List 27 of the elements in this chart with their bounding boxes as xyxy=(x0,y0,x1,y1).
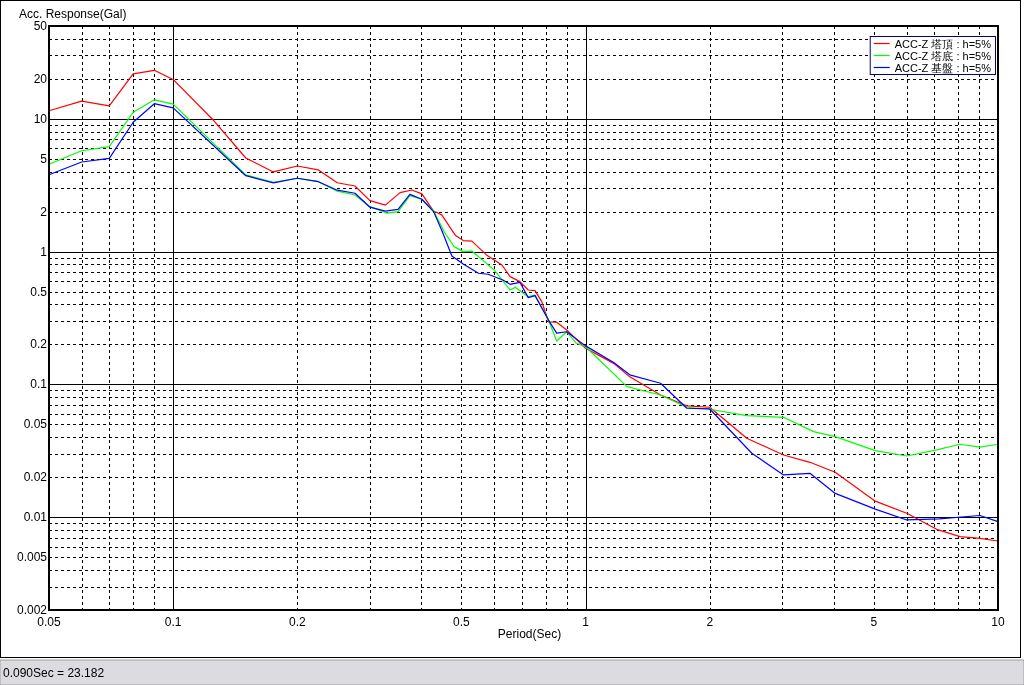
y-tick-label: 20 xyxy=(33,71,48,86)
x-tick-label: 1 xyxy=(582,615,590,629)
legend-label: ACC-Z 塔底 : h=5% xyxy=(894,49,992,62)
x-tick-label: 0.1 xyxy=(164,615,182,629)
y-tick-label: 0.2 xyxy=(30,337,48,352)
y-tick-label: 0.01 xyxy=(23,510,48,525)
y-tick-label: 50 xyxy=(33,19,48,33)
y-axis-title: Acc. Response(Gal) xyxy=(19,7,127,21)
y-tick-label: 0.05 xyxy=(23,417,48,432)
x-tick-label: 10 xyxy=(991,615,1005,629)
x-tick-label: 2 xyxy=(706,615,714,629)
x-tick-label: 0.2 xyxy=(288,615,306,629)
y-tick-label: 5 xyxy=(40,151,48,166)
y-tick-label: 2 xyxy=(40,204,48,219)
y-tick-label: 1 xyxy=(40,244,48,259)
y-tick-label: 0.002 xyxy=(16,603,48,617)
legend-label: ACC-Z 基盤 : h=5% xyxy=(894,61,992,74)
x-tick-label: 5 xyxy=(870,615,878,629)
y-tick-label: 0.5 xyxy=(30,284,48,299)
x-axis-title: Period(Sec) xyxy=(497,627,562,641)
y-tick-label: 10 xyxy=(33,111,48,126)
legend-label: ACC-Z 塔頂 : h=5% xyxy=(894,37,992,50)
y-tick-label: 0.1 xyxy=(30,377,48,392)
x-tick-label: 0.5 xyxy=(453,615,471,629)
text: 0.090Sec = 23.182 xyxy=(3,666,105,680)
y-tick-label: 0.02 xyxy=(23,470,48,485)
y-tick-label: 0.005 xyxy=(16,550,48,565)
